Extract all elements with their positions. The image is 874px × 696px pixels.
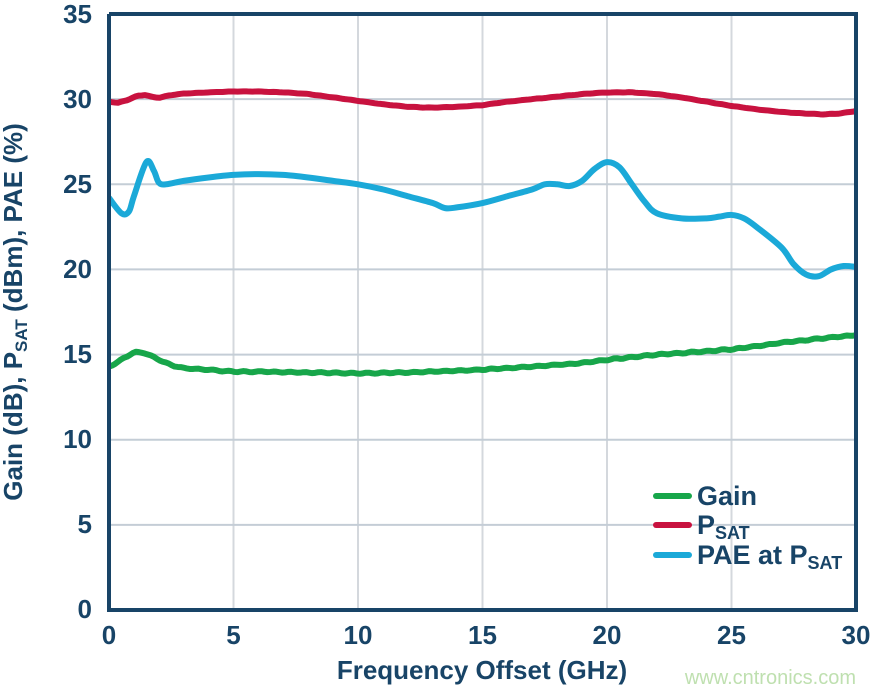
svg-text:0: 0	[102, 620, 116, 650]
svg-text:20: 20	[63, 254, 92, 284]
svg-text:10: 10	[63, 424, 92, 454]
svg-text:25: 25	[63, 169, 92, 199]
svg-text:15: 15	[468, 620, 497, 650]
svg-text:20: 20	[593, 620, 622, 650]
svg-text:5: 5	[226, 620, 240, 650]
svg-text:Gain: Gain	[697, 481, 757, 511]
svg-text:30: 30	[63, 84, 92, 114]
svg-text:www.cntronics.com: www.cntronics.com	[684, 667, 856, 689]
svg-text:Frequency Offset (GHz): Frequency Offset (GHz)	[337, 655, 627, 685]
svg-text:15: 15	[63, 339, 92, 369]
svg-text:30: 30	[842, 620, 871, 650]
svg-text:Gain (dB), PSAT (dBm), PAE (%): Gain (dB), PSAT (dBm), PAE (%)	[0, 123, 31, 500]
svg-text:35: 35	[63, 0, 92, 29]
svg-text:PAE at PSAT: PAE at PSAT	[697, 540, 842, 573]
svg-text:0: 0	[78, 594, 92, 624]
svg-text:10: 10	[344, 620, 373, 650]
svg-text:5: 5	[78, 509, 92, 539]
svg-text:25: 25	[717, 620, 746, 650]
svg-text:PSAT: PSAT	[697, 510, 750, 543]
